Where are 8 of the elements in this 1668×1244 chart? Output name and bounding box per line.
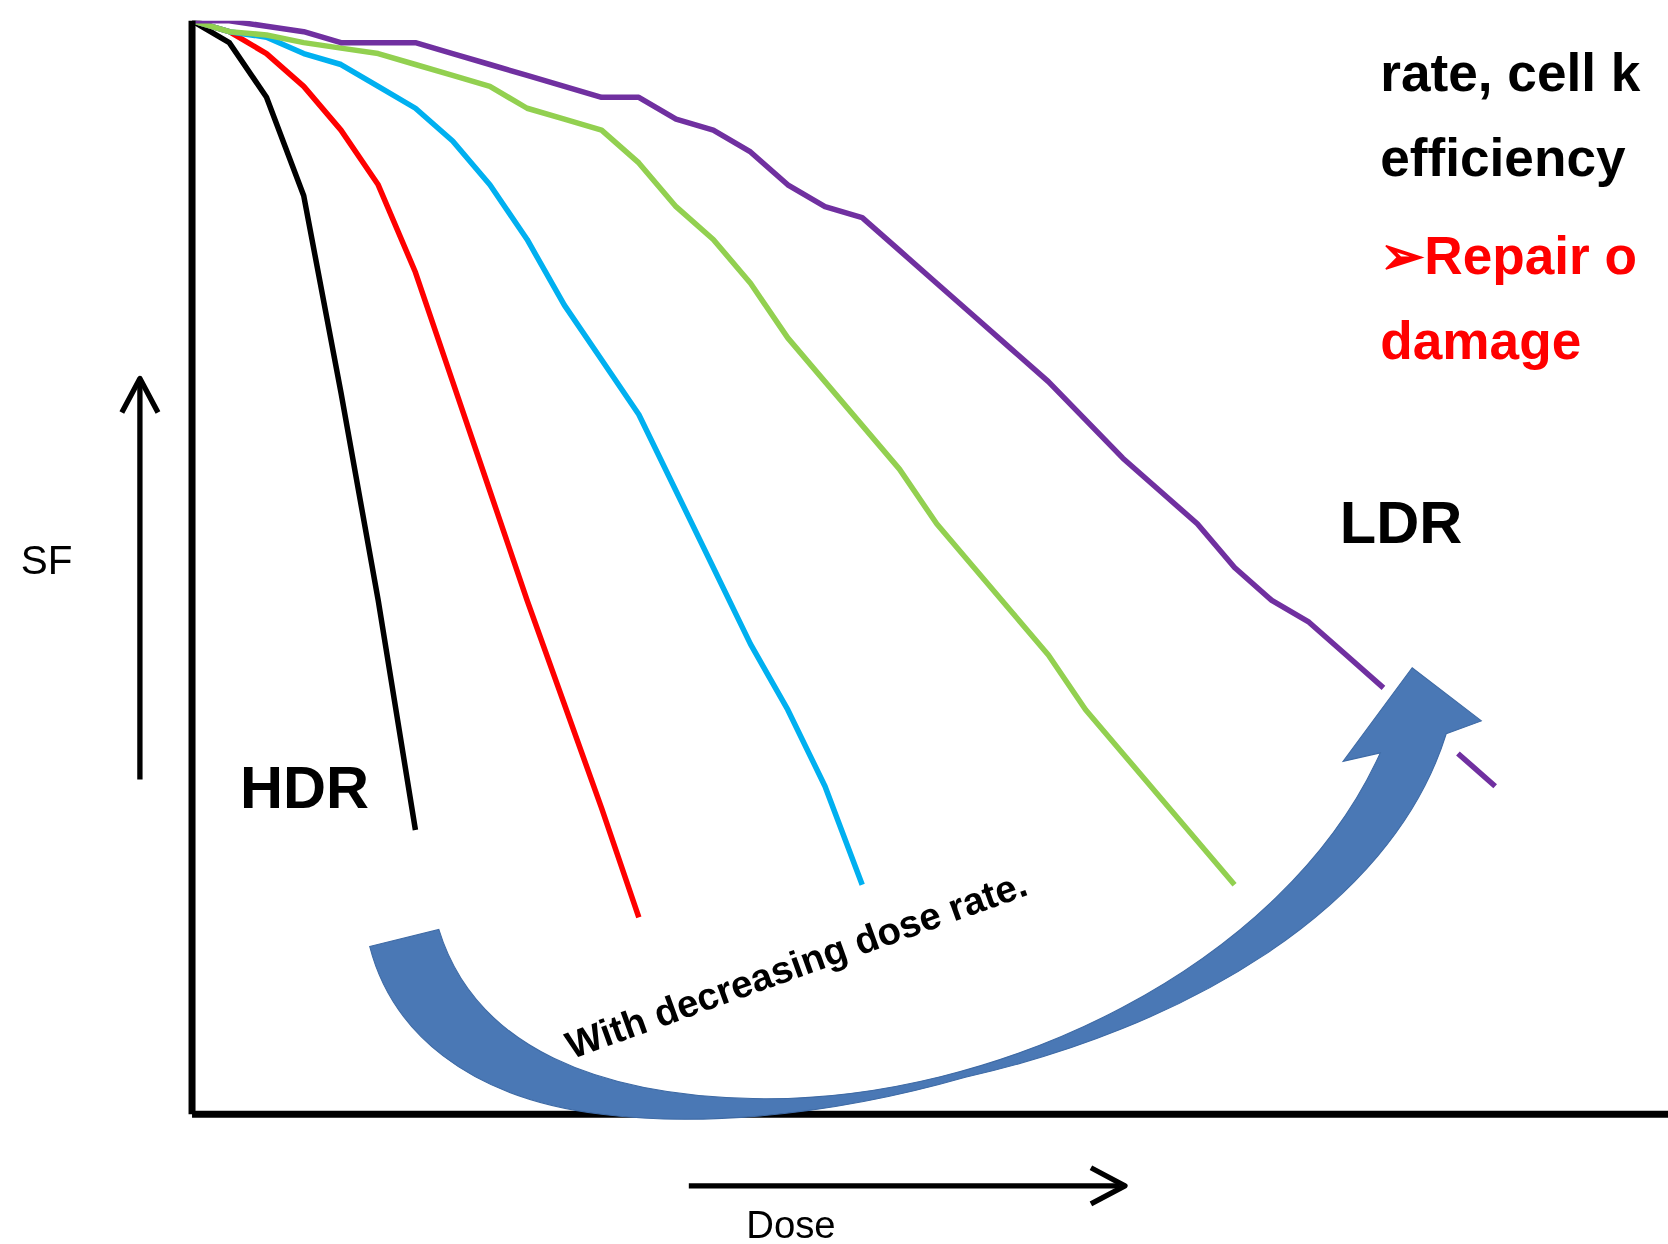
annotation: ➢Repair o bbox=[1380, 226, 1638, 286]
annotation: LDR bbox=[1339, 489, 1463, 557]
x-axis-title: Dose bbox=[746, 1202, 836, 1244]
annotation: damage bbox=[1380, 311, 1582, 371]
y-axis-title: SF bbox=[20, 537, 73, 584]
annotation: HDR bbox=[239, 754, 369, 822]
annotation: rate, cell k bbox=[1380, 43, 1641, 103]
annotation: efficiency bbox=[1380, 128, 1626, 188]
